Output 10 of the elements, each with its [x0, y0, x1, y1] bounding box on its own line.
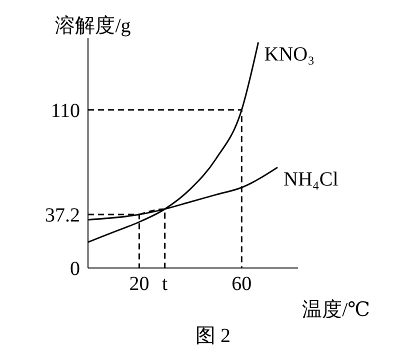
- caption: 图 2: [194, 324, 232, 349]
- series-label: NH₄Cl: [284, 168, 339, 190]
- y-tick-label: 0: [70, 258, 80, 280]
- x-tick-label: 20: [129, 273, 150, 296]
- y-tick-label: 37.2: [45, 204, 80, 227]
- y-tick-label: 110: [50, 100, 80, 122]
- x-tick-label: t: [162, 273, 168, 296]
- x-tick-label: 60: [232, 273, 252, 296]
- y-axis-title: 溶解度/g: [55, 15, 131, 37]
- series-label: KNO₃: [264, 43, 315, 66]
